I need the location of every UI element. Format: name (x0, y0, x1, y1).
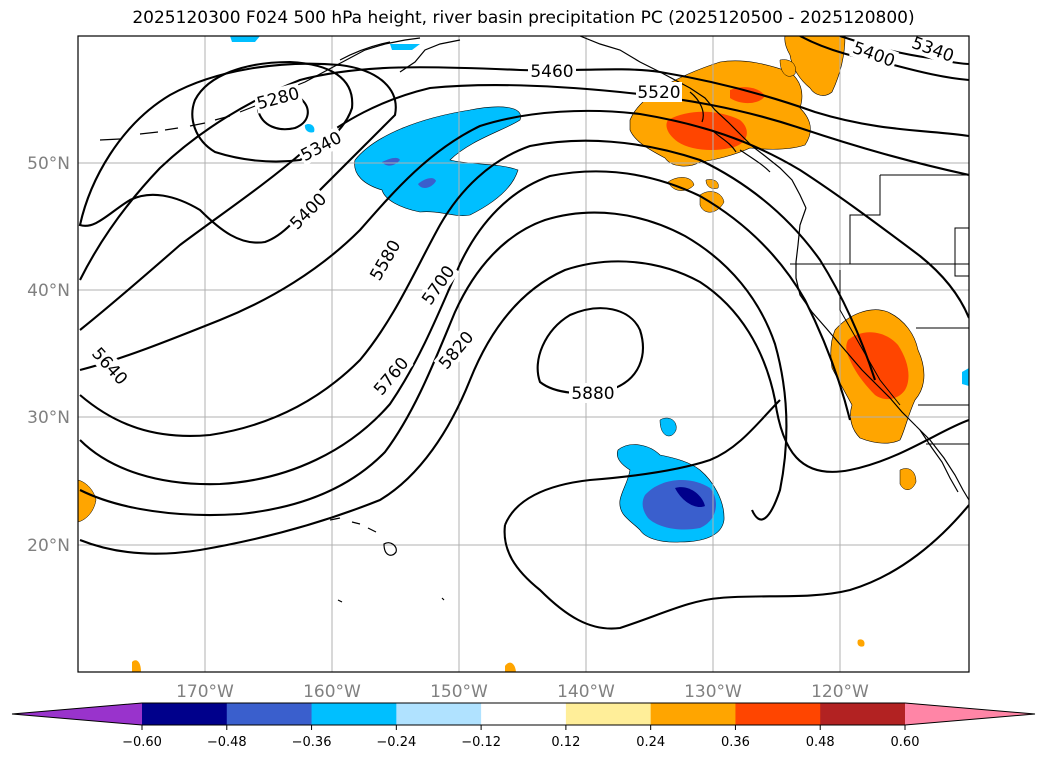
pos-region-pacificnw-core2 (730, 87, 765, 104)
colorbar-swatch (650, 703, 736, 725)
colorbar-extend-high (905, 703, 1035, 725)
lon-label: 140°W (557, 682, 615, 702)
colorbar-swatch (735, 703, 821, 725)
colorbar-extend-low (12, 703, 142, 725)
neg-region-small2 (230, 36, 260, 42)
contour-5820 (79, 260, 969, 555)
lat-label: 50°N (27, 154, 70, 174)
colorbar-tick-label: 0.36 (721, 735, 750, 750)
longitude-labels: 170°W 160°W 150°W 140°W 130°W 120°W (176, 682, 869, 702)
neg-region-subtropical-core (675, 487, 705, 508)
colorbar-tick-label: 0.48 (806, 735, 835, 750)
plot-frame (77, 35, 970, 673)
contour-label: 5520 (637, 83, 680, 103)
neg-region-small4 (962, 368, 969, 386)
pos-region-offshore1 (667, 177, 695, 191)
contour-5580 (79, 109, 969, 372)
contour-5760 (79, 211, 788, 521)
contour-5640 (79, 139, 876, 437)
colorbar-tick-label: 0.24 (636, 735, 665, 750)
colorbar-swatch (226, 703, 313, 725)
colorbar-swatch (565, 703, 652, 725)
colorbar-tick-label: −0.12 (461, 735, 501, 750)
latitude-labels: 50°N 40°N 30°N 20°N (27, 154, 70, 556)
neg-region-northpacific-core2 (418, 178, 436, 188)
contour-5880-south (503, 504, 969, 630)
colorbar-tick-label: 0.12 (551, 735, 580, 750)
neg-region-small5 (304, 123, 315, 133)
colorbar-tick-label: −0.36 (292, 735, 332, 750)
colorbar-tick-label: 0.60 (891, 735, 920, 750)
colorbar-swatch (142, 703, 228, 725)
colorbar-swatch (396, 703, 482, 725)
pos-region-bc-north2 (779, 59, 796, 77)
height-contours (78, 36, 969, 630)
lat-label: 40°N (27, 281, 70, 301)
pos-region-bottom2 (505, 662, 516, 672)
lon-label: 150°W (430, 682, 488, 702)
colorbar-tick-label: −0.24 (376, 735, 416, 750)
pos-region-offshore3 (705, 179, 719, 189)
neg-region-small1 (659, 417, 677, 437)
pos-region-bottom3 (857, 639, 865, 647)
contour-5460 (79, 66, 969, 281)
colorbar-swatch (311, 703, 397, 725)
colorbar: −0.60 −0.48 −0.36 −0.24 −0.12 0.12 0.24 0.36 0.4… (11, 702, 1036, 750)
contour-5400 (78, 62, 397, 244)
colorbar-swatch (820, 703, 906, 725)
pos-region-bajastrip (899, 468, 917, 490)
plot-area (78, 36, 969, 672)
contour-label: 5880 (571, 384, 614, 404)
contour-5700 (79, 170, 852, 486)
contour-5880-outer (504, 399, 781, 526)
lat-label: 20°N (27, 536, 70, 556)
lon-label: 130°W (684, 682, 742, 702)
neg-region-northpacific-core1 (382, 157, 400, 166)
neg-region-small3 (390, 44, 420, 50)
colorbar-tick-label: −0.48 (207, 735, 247, 750)
colorbar-tick-label: −0.60 (122, 735, 162, 750)
contour-label: 5460 (530, 62, 573, 82)
lon-label: 170°W (176, 682, 234, 702)
neg-region-northpacific (354, 106, 521, 216)
contour-5520 (79, 83, 969, 331)
lon-label: 160°W (303, 682, 361, 702)
lon-label: 120°W (811, 682, 869, 702)
neg-region-subtropical-mid (642, 479, 716, 530)
map-title: 2025120300 F024 500 hPa height, river ba… (132, 8, 915, 28)
pos-region-bottom1 (132, 660, 141, 672)
lat-label: 30°N (27, 408, 70, 428)
colorbar-swatch (481, 703, 567, 725)
